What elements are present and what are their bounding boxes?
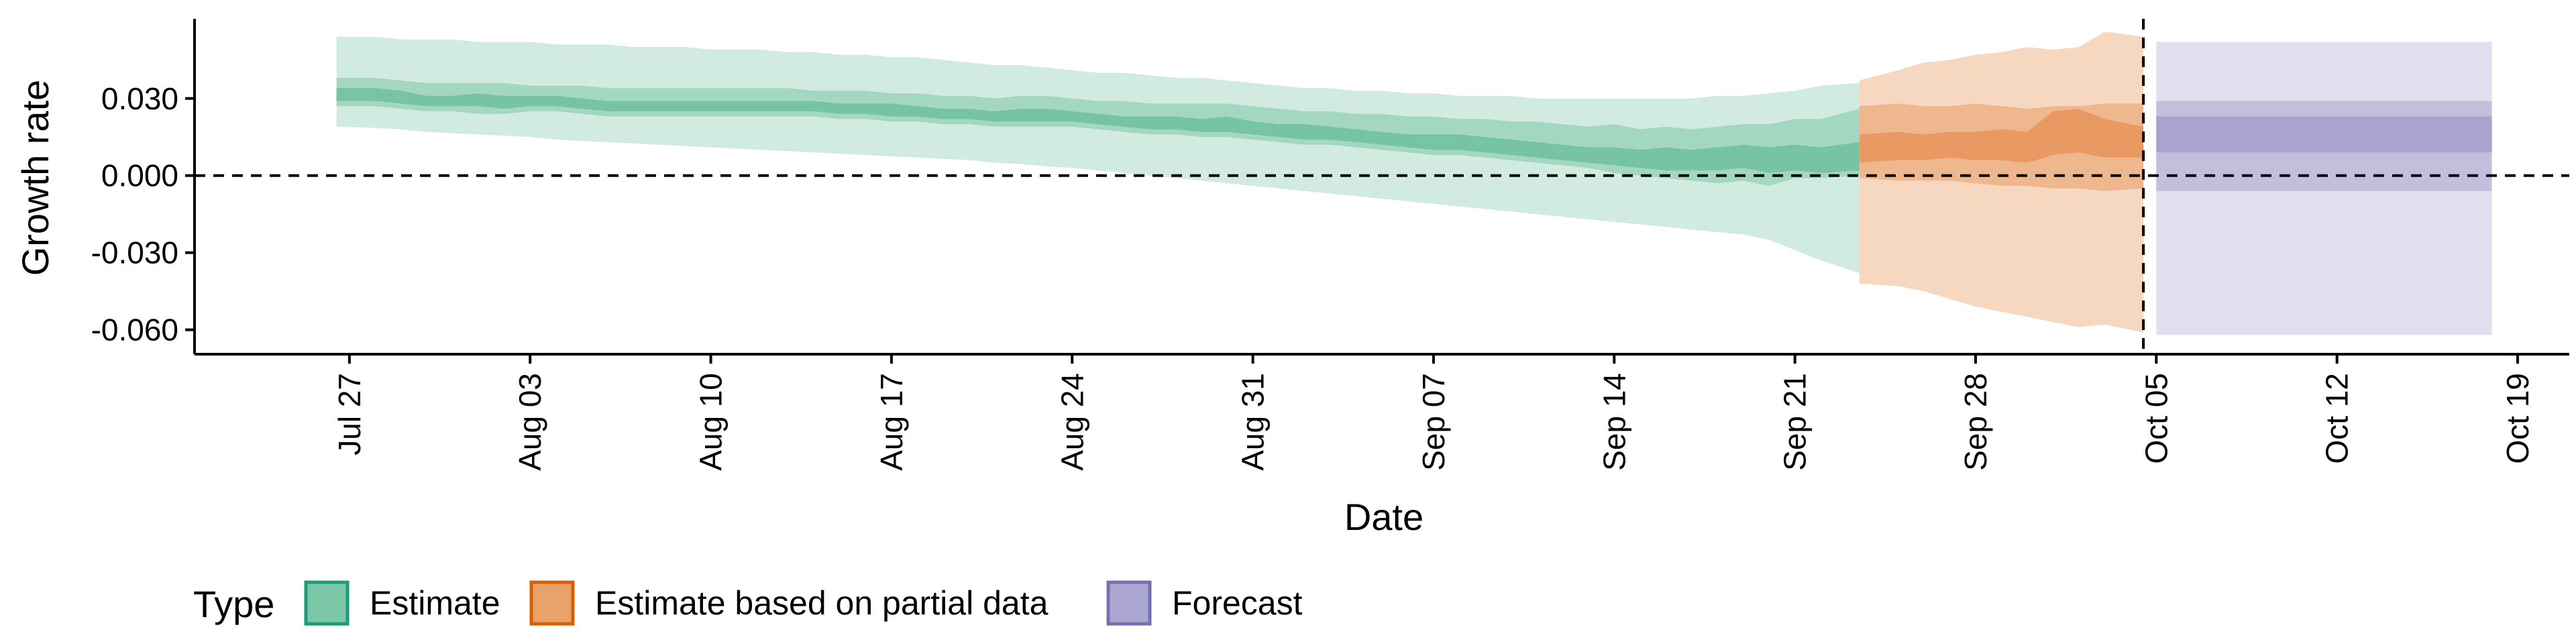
x-tick-label: Sep 21 (1778, 373, 1813, 471)
legend-label: Estimate based on partial data (595, 584, 1049, 622)
y-tick-label: -0.030 (91, 235, 178, 270)
legend-swatch-2 (529, 580, 575, 626)
x-axis-title: Date (1344, 496, 1424, 538)
x-tick-label: Aug 10 (694, 373, 729, 471)
x-tick-label: Sep 07 (1416, 373, 1451, 471)
estimate-band-20 (336, 88, 1860, 173)
x-tick-label: Aug 03 (513, 373, 547, 471)
x-tick-label: Sep 28 (1958, 373, 1993, 471)
reference-lines (195, 19, 2569, 354)
x-tick-label: Sep 14 (1597, 373, 1631, 471)
forecast-band-20 (2156, 116, 2492, 153)
y-tick-label: -0.060 (91, 313, 178, 347)
x-tick-label: Oct 12 (2320, 373, 2355, 464)
x-tick-label: Oct 19 (2500, 373, 2535, 464)
legend-label: Estimate (370, 584, 500, 622)
estimate-based-on-partial-data-band-20 (1859, 109, 2144, 163)
legend: Type Estimate Estimate based on partial d… (193, 580, 1303, 626)
y-tick-label: 0.030 (101, 81, 178, 116)
legend-label: Forecast (1172, 584, 1303, 622)
x-tick-label: Jul 27 (332, 373, 367, 455)
legend-swatch-1 (304, 580, 350, 626)
y-tick-label: 0.000 (101, 158, 178, 193)
legend-title: Type (193, 583, 274, 625)
x-tick-label: Aug 17 (874, 373, 909, 471)
x-tick-label: Aug 24 (1055, 373, 1089, 471)
tick-layer: 0.030 0.000 -0.030 -0.060 Jul 27 Aug 03 Aug 10… (91, 81, 2535, 471)
ribbon-layer (336, 32, 2492, 335)
x-tick-label: Oct 05 (2139, 373, 2174, 464)
legend-swatch-3 (1106, 580, 1152, 626)
axes (193, 19, 2569, 356)
y-axis-title: Growth rate (14, 80, 56, 276)
x-tick-label: Aug 31 (1236, 373, 1271, 471)
